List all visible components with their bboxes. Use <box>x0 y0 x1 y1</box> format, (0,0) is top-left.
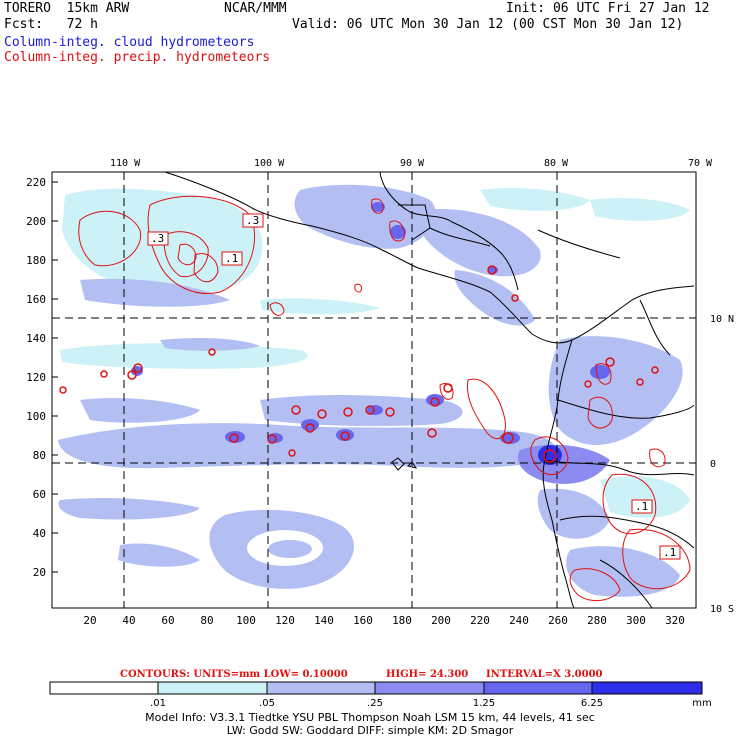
precip-contours <box>78 195 691 602</box>
colorbar-label: 6.25 <box>581 698 603 709</box>
x-tick: 320 <box>665 614 685 627</box>
colorbar-label: .05 <box>259 698 275 709</box>
colorbar-label: .25 <box>367 698 383 709</box>
lon-label: 80 W <box>544 158 569 169</box>
contour-label: .3 <box>151 232 164 245</box>
x-tick: 140 <box>314 614 334 627</box>
model-physics: LW: Godd SW: Goddard DIFF: simple KM: 2D… <box>226 724 514 737</box>
y-tick: 220 <box>26 176 46 189</box>
y-tick: 100 <box>26 410 46 423</box>
lat-label: 10 S <box>710 604 734 615</box>
y-tick: 200 <box>26 215 46 228</box>
lat-labels: 10 N 0 10 S <box>710 314 734 615</box>
y-tick: 140 <box>26 332 46 345</box>
init-time: Init: 06 UTC Fri 27 Jan 12 <box>506 1 710 16</box>
y-tick: 160 <box>26 293 46 306</box>
colorbar-unit: mm <box>692 698 711 709</box>
lat-label: 10 N <box>710 314 734 325</box>
contour-label: .1 <box>663 546 676 559</box>
x-tick: 100 <box>236 614 256 627</box>
y-axis: 220 200 180 160 140 120 100 80 60 40 20 <box>26 176 46 579</box>
legend-precip-hydrometeors: Column-integ. precip. hydrometeors <box>4 50 271 65</box>
contour-high: HIGH= 24.300 <box>386 669 468 680</box>
x-tick: 220 <box>470 614 490 627</box>
y-tick: 60 <box>33 488 46 501</box>
x-tick: 300 <box>626 614 646 627</box>
contour-label: .1 <box>225 252 238 265</box>
colorbar-labels: .01 .05 .25 1.25 6.25 mm <box>150 698 712 709</box>
lat-lon-grid <box>52 172 696 608</box>
x-tick: 60 <box>161 614 174 627</box>
x-tick: 40 <box>122 614 135 627</box>
lon-labels: 110 W 100 W 90 W 80 W 70 W <box>110 158 713 169</box>
x-tick: 160 <box>353 614 373 627</box>
contour-interval: INTERVAL=X 3.0000 <box>486 669 603 680</box>
colorbar-label: .01 <box>150 698 166 709</box>
contour-label: .1 <box>635 500 648 513</box>
x-tick: 200 <box>431 614 451 627</box>
lon-label: 70 W <box>688 158 713 169</box>
y-tick: 80 <box>33 449 46 462</box>
y-tick-marks <box>52 181 58 573</box>
x-tick: 180 <box>392 614 412 627</box>
coastlines <box>164 171 695 609</box>
contour-info: CONTOURS: UNITS=mm LOW= 0.10000 HIGH= 24… <box>120 669 603 680</box>
x-tick: 20 <box>83 614 96 627</box>
colorbar-label: 1.25 <box>473 698 495 709</box>
model-title: TORERO 15km ARW <box>4 1 130 16</box>
x-axis: 20 40 60 80 100 120 140 160 180 200 220 … <box>83 614 685 627</box>
lon-label: 110 W <box>110 158 141 169</box>
model-info: Model Info: V3.3.1 Tiedtke YSU PBL Thomp… <box>145 711 595 724</box>
x-tick: 260 <box>548 614 568 627</box>
y-tick: 180 <box>26 254 46 267</box>
y-tick: 120 <box>26 371 46 384</box>
contour-label: .3 <box>246 214 259 227</box>
x-tick: 240 <box>509 614 529 627</box>
contour-units: CONTOURS: UNITS=mm LOW= 0.10000 <box>120 669 348 680</box>
x-tick: 80 <box>200 614 213 627</box>
forecast-hour: Fcst: 72 h <box>4 17 98 32</box>
lat-label: 0 <box>710 459 716 470</box>
contour-labels: .3 .3 .1 .1 .1 <box>147 213 681 560</box>
legend-cloud-hydrometeors: Column-integ. cloud hydrometeors <box>4 35 255 50</box>
precip-cells <box>59 265 659 463</box>
colorbar <box>49 681 703 695</box>
valid-time: Valid: 06 UTC Mon 30 Jan 12 (00 CST Mon … <box>292 17 684 32</box>
x-tick: 120 <box>275 614 295 627</box>
y-tick: 40 <box>33 527 46 540</box>
x-tick: 280 <box>587 614 607 627</box>
lon-label: 100 W <box>254 158 285 169</box>
org-label: NCAR/MMM <box>224 1 287 16</box>
lon-label: 90 W <box>400 158 425 169</box>
y-tick: 20 <box>33 566 46 579</box>
